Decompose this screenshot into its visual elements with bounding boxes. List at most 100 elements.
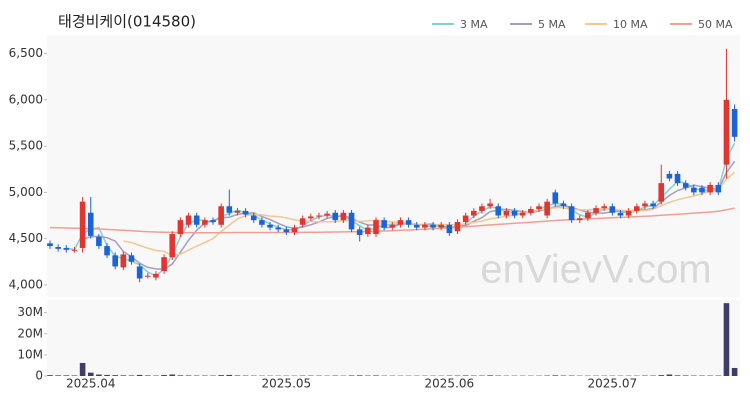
candle-body <box>422 224 428 228</box>
volume-bar <box>218 375 224 376</box>
candle-body <box>471 210 477 216</box>
candle-body <box>503 210 510 216</box>
candle-body <box>658 183 665 202</box>
candle-body <box>234 210 241 213</box>
volume-bar <box>128 375 135 376</box>
candle-body <box>601 206 607 209</box>
legend-label: 10 MA <box>613 18 648 31</box>
candle-body <box>79 201 86 248</box>
volume-bar <box>161 375 167 376</box>
candle-body <box>536 206 542 210</box>
candle-body <box>348 212 355 230</box>
volume-bar <box>234 375 241 376</box>
candle-body <box>446 224 453 234</box>
candle-body <box>308 216 314 219</box>
candle-body <box>479 206 485 211</box>
volume-bar <box>723 303 730 376</box>
volume-bar <box>226 374 233 376</box>
candle-body <box>625 210 632 216</box>
candle-body <box>332 212 339 221</box>
candle-body <box>96 236 102 247</box>
volume-bar <box>552 375 559 376</box>
candle-body <box>250 215 257 221</box>
candle-body <box>413 224 420 228</box>
candle-body <box>87 212 94 236</box>
candle-body <box>104 246 110 256</box>
volume-bar <box>87 372 94 376</box>
candle-body <box>356 229 363 235</box>
volume-bar <box>731 367 738 376</box>
candle-body <box>275 227 281 230</box>
volume-bar <box>177 375 184 376</box>
volume-bar <box>79 362 86 376</box>
candle-body <box>47 243 53 247</box>
candle-body <box>365 227 371 235</box>
candle-body <box>324 213 330 216</box>
candle-body <box>226 206 233 213</box>
candle-body <box>593 208 599 213</box>
candle-body <box>519 212 526 216</box>
candle-body <box>723 99 730 165</box>
candle-body <box>259 220 265 225</box>
y-tick-label: 4,500 <box>9 231 43 245</box>
candle-body <box>210 220 216 223</box>
watermark: enVievV.com <box>480 248 711 292</box>
candle-body <box>283 229 290 233</box>
chart-title: 태경비케이(014580) <box>58 13 196 31</box>
candle-body <box>291 227 298 233</box>
candle-body <box>71 249 78 251</box>
candle-body <box>511 210 518 216</box>
volume-bar <box>666 374 673 376</box>
candle-body <box>373 220 379 235</box>
legend-label: 50 MA <box>698 18 733 31</box>
candle-body <box>193 215 200 225</box>
candle-body <box>316 215 322 217</box>
candle-body <box>430 224 436 228</box>
legend-label: 3 MA <box>460 18 488 31</box>
candle-body <box>202 220 208 225</box>
candle-body <box>299 218 306 225</box>
candle-body <box>153 273 159 278</box>
candle-body <box>609 206 616 213</box>
volume-bar <box>356 375 363 376</box>
candle-body <box>454 222 461 232</box>
candle-body <box>544 201 550 216</box>
candle-body <box>642 203 648 207</box>
candle-body <box>715 184 722 193</box>
x-tick-label: 2025.04 <box>66 377 116 391</box>
y-tick-label: 20M <box>17 326 43 340</box>
y-tick-label: 5,000 <box>9 185 43 199</box>
candle-body <box>242 210 249 215</box>
candle-body <box>169 234 176 258</box>
candle-body <box>145 275 151 277</box>
candle-body <box>585 212 591 219</box>
volume-bar <box>145 375 151 376</box>
volume-bar <box>104 374 110 376</box>
candle-body <box>381 220 387 228</box>
volume-bar <box>136 374 143 376</box>
candle-body <box>438 224 444 228</box>
candle-body <box>731 109 738 137</box>
candle-body <box>120 254 127 268</box>
volume-bar <box>682 375 689 376</box>
y-tick-label: 10M <box>17 347 43 361</box>
volume-bar <box>112 375 118 376</box>
x-tick-label: 2025.07 <box>588 377 638 391</box>
candle-body <box>185 215 192 225</box>
candle-body <box>136 266 143 279</box>
x-tick-label: 2025.05 <box>262 377 312 391</box>
candle-body <box>63 247 70 250</box>
volume-bar <box>658 375 665 376</box>
candle-body <box>389 224 396 228</box>
volume-bar <box>47 375 53 376</box>
volume-bar <box>185 375 192 376</box>
volume-bar <box>71 375 78 376</box>
candle-body <box>218 206 224 225</box>
candle-body <box>634 206 640 211</box>
candle-body <box>462 215 469 223</box>
volume-bar <box>55 375 61 376</box>
volume-bar <box>462 375 469 376</box>
volume-bar <box>373 375 379 376</box>
y-tick-label: 5,500 <box>9 139 43 153</box>
